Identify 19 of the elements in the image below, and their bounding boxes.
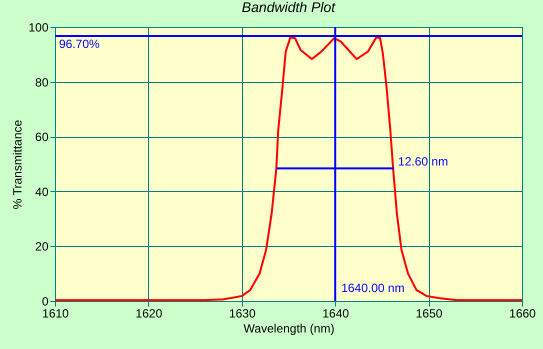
x-tick-label: 1650	[416, 306, 443, 320]
ref-line-label: 96.70%	[59, 37, 100, 52]
ref-line-label: 1640.00 nm	[341, 281, 405, 295]
x-tick-label: 1660	[509, 306, 536, 320]
x-tick-label: 1630	[228, 306, 256, 320]
y-tick-label: 40	[35, 184, 49, 199]
y-tick-label: 100	[28, 20, 49, 34]
line-series	[54, 36, 523, 302]
y-tick-label: 20	[35, 240, 49, 254]
x-axis-title: Wavelength (nm)	[244, 322, 334, 336]
x-tick-label: 1640	[322, 306, 350, 320]
x-tick-label: 1620	[136, 306, 163, 320]
y-tick-label: 60	[35, 130, 49, 144]
y-tick-label: 80	[35, 75, 49, 90]
chart-title: Bandwidth Plot	[242, 0, 336, 15]
annotation: 12.60 nm	[398, 154, 448, 168]
x-tick-label: 1610	[42, 306, 70, 320]
y-axis-title: % Transmittance	[10, 119, 24, 210]
y-tick-label: 0	[42, 294, 49, 308]
